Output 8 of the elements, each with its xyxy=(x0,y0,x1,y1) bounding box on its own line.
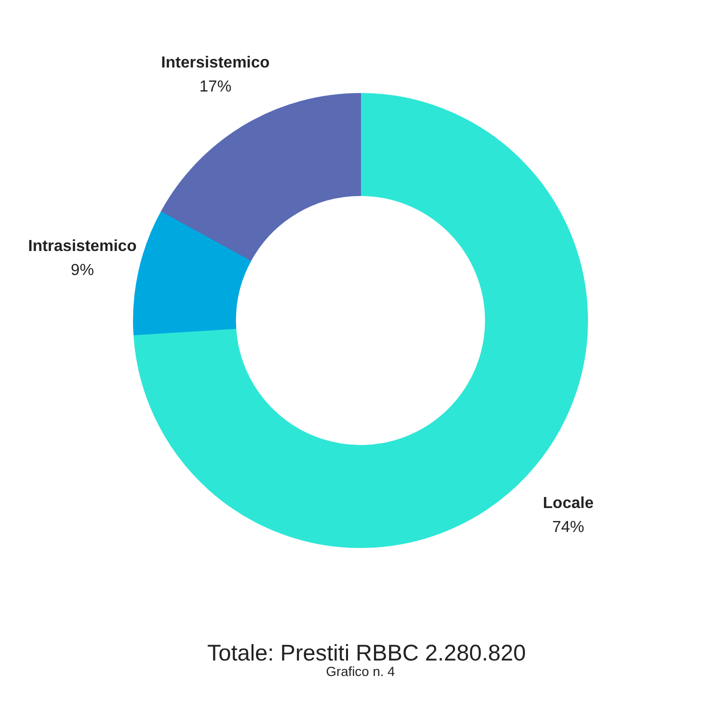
data-label: 17% xyxy=(199,78,232,96)
data-label: 74% xyxy=(552,519,584,536)
slice-label: Intersistemico xyxy=(161,54,270,72)
slice-label: Intrasistemico xyxy=(28,238,137,255)
text: Grafico n. 4 xyxy=(326,664,396,679)
data-label: 9% xyxy=(70,262,94,279)
slice-label: Locale xyxy=(542,495,594,512)
text: Totale: Prestiti RBBC 2.280.820 xyxy=(207,640,526,666)
